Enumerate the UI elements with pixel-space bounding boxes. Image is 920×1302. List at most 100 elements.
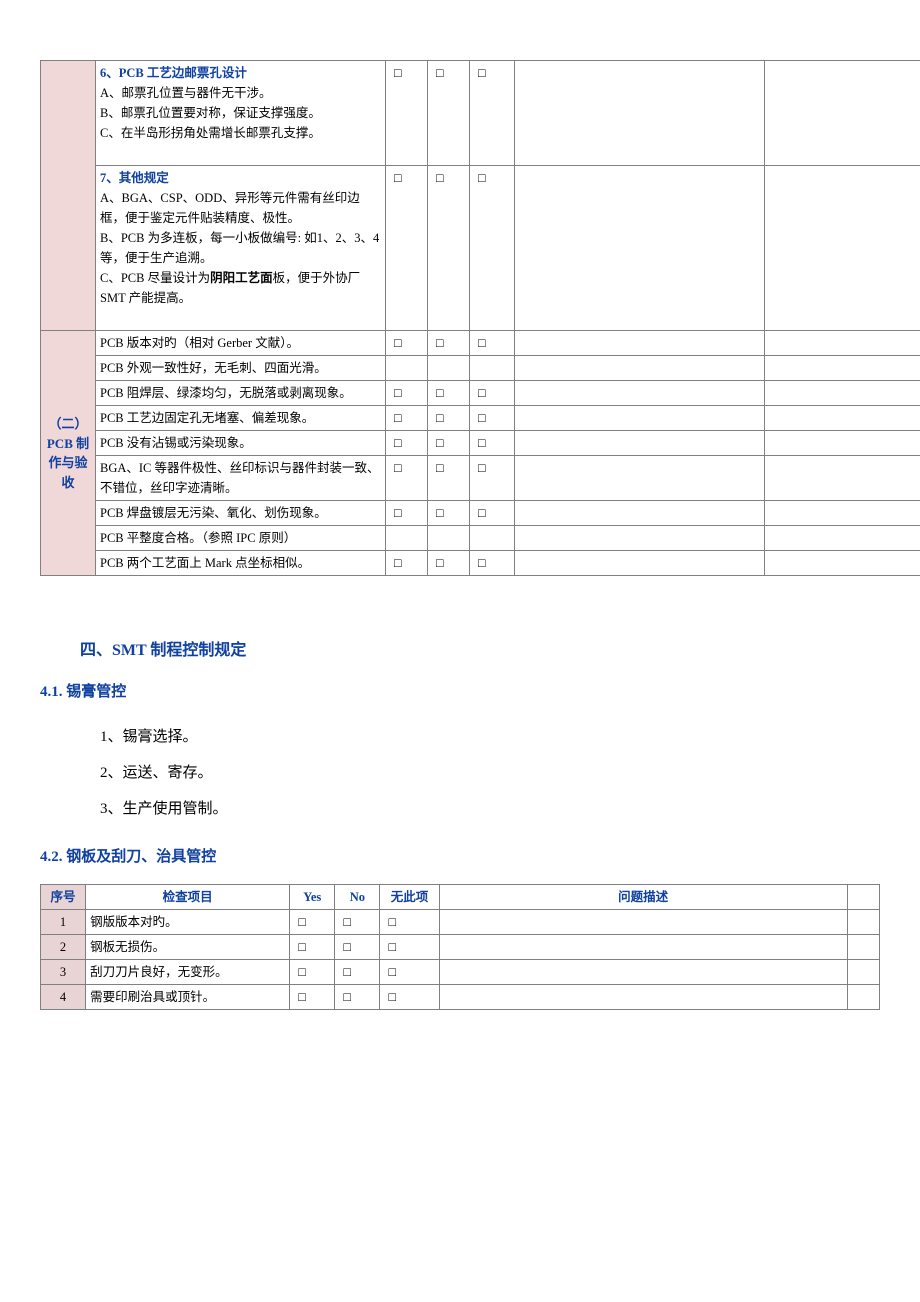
item-cell: PCB 平整度合格。（参照 IPC 原则） bbox=[96, 526, 386, 551]
checkbox-na[interactable]: □ bbox=[470, 551, 515, 576]
checkbox-na[interactable]: □ bbox=[470, 381, 515, 406]
blank-cell bbox=[515, 166, 765, 331]
item-cell: PCB 没有沾锡或污染现象。 bbox=[96, 431, 386, 456]
blank-cell bbox=[765, 501, 920, 526]
checkbox-yes[interactable]: □ bbox=[386, 551, 428, 576]
table-row: PCB 平整度合格。（参照 IPC 原则） bbox=[41, 526, 920, 551]
blank-cell bbox=[515, 406, 765, 431]
item-line: B、PCB 为多连板，每一小板做编号: 如1、2、3、4 等，便于生产追溯。 bbox=[100, 231, 379, 265]
list-item: 2、运送、寄存。 bbox=[100, 755, 880, 791]
checkbox-yes[interactable]: □ bbox=[290, 960, 335, 985]
blank-cell bbox=[515, 526, 765, 551]
table-row: （二）PCB 制作与验收 PCB 版本对旳（相对 Gerber 文献）。 □ □… bbox=[41, 331, 920, 356]
checkbox-yes[interactable]: □ bbox=[386, 406, 428, 431]
checkbox-yes[interactable] bbox=[386, 356, 428, 381]
blank-cell bbox=[765, 356, 920, 381]
checkbox-no[interactable]: □ bbox=[428, 456, 470, 501]
checkbox-yes[interactable]: □ bbox=[386, 166, 428, 331]
row-item: 需要印刷治具或顶针。 bbox=[86, 985, 290, 1010]
checkbox-na[interactable]: □ bbox=[380, 935, 439, 960]
checkbox-na[interactable]: □ bbox=[470, 406, 515, 431]
row-desc[interactable] bbox=[439, 960, 847, 985]
table-row: PCB 焊盘镀层无污染、氧化、划伤现象。 □ □ □ bbox=[41, 501, 920, 526]
item-line: C、在半岛形拐角处需增长邮票孔支撑。 bbox=[100, 126, 321, 140]
blank-cell bbox=[515, 356, 765, 381]
col-header-yes: Yes bbox=[290, 885, 335, 910]
blank-cell bbox=[847, 935, 879, 960]
checkbox-yes[interactable]: □ bbox=[386, 331, 428, 356]
row-item: 钢板无损伤。 bbox=[86, 935, 290, 960]
row-item: 钢版版本对旳。 bbox=[86, 910, 290, 935]
row-idx: 3 bbox=[41, 960, 86, 985]
checkbox-na[interactable]: □ bbox=[470, 61, 515, 166]
checkbox-yes[interactable]: □ bbox=[386, 431, 428, 456]
item-cell: PCB 焊盘镀层无污染、氧化、划伤现象。 bbox=[96, 501, 386, 526]
row-desc[interactable] bbox=[439, 985, 847, 1010]
checkbox-no[interactable]: □ bbox=[428, 61, 470, 166]
checkbox-no[interactable]: □ bbox=[335, 910, 380, 935]
checkbox-na[interactable]: □ bbox=[470, 456, 515, 501]
section-heading-4: 四、SMT 制程控制规定 bbox=[80, 636, 880, 660]
checkbox-na[interactable]: □ bbox=[380, 960, 439, 985]
checkbox-yes[interactable] bbox=[386, 526, 428, 551]
blank-cell bbox=[515, 551, 765, 576]
table-row: PCB 没有沾锡或污染现象。 □ □ □ bbox=[41, 431, 920, 456]
checkbox-na[interactable]: □ bbox=[470, 431, 515, 456]
checkbox-na[interactable] bbox=[470, 526, 515, 551]
sub-heading-4-1: 4.1. 锡膏管控 bbox=[40, 680, 880, 701]
checkbox-yes[interactable]: □ bbox=[386, 456, 428, 501]
table-row: PCB 阻焊层、绿漆均匀，无脱落或剥离现象。 □ □ □ bbox=[41, 381, 920, 406]
checkbox-yes[interactable]: □ bbox=[290, 985, 335, 1010]
body-list-4-1: 1、锡膏选择。 2、运送、寄存。 3、生产使用管制。 bbox=[100, 719, 880, 827]
table-row: BGA、IC 等器件极性、丝印标识与器件封装一致、不错位，丝印字迹清晰。 □ □… bbox=[41, 456, 920, 501]
checkbox-na[interactable]: □ bbox=[470, 331, 515, 356]
table-row: 6、PCB 工艺边邮票孔设计 A、邮票孔位置与器件无干涉。 B、邮票孔位置要对称… bbox=[41, 61, 920, 166]
checkbox-na[interactable]: □ bbox=[470, 501, 515, 526]
checkbox-yes[interactable]: □ bbox=[386, 61, 428, 166]
checkbox-na[interactable] bbox=[470, 356, 515, 381]
item-cell: BGA、IC 等器件极性、丝印标识与器件封装一致、不错位，丝印字迹清晰。 bbox=[96, 456, 386, 501]
checkbox-na[interactable]: □ bbox=[380, 985, 439, 1010]
item-cell: PCB 工艺边固定孔无堵塞、偏差现象。 bbox=[96, 406, 386, 431]
blank-cell bbox=[765, 526, 920, 551]
list-item: 1、锡膏选择。 bbox=[100, 719, 880, 755]
col-header-desc: 问题描述 bbox=[439, 885, 847, 910]
category-cell-blank bbox=[41, 61, 96, 331]
checkbox-no[interactable]: □ bbox=[428, 331, 470, 356]
blank-cell bbox=[765, 61, 920, 166]
checkbox-na[interactable]: □ bbox=[470, 166, 515, 331]
col-header-idx: 序号 bbox=[41, 885, 86, 910]
item-title: 7、其他规定 bbox=[100, 171, 169, 185]
col-header-no: No bbox=[335, 885, 380, 910]
item-line: A、BGA、CSP、ODD、异形等元件需有丝印边框，便于鉴定元件贴装精度、极性。 bbox=[100, 191, 360, 225]
checkbox-no[interactable]: □ bbox=[428, 551, 470, 576]
blank-cell bbox=[847, 985, 879, 1010]
checkbox-no[interactable]: □ bbox=[428, 381, 470, 406]
checkbox-yes[interactable]: □ bbox=[386, 381, 428, 406]
blank-cell bbox=[515, 381, 765, 406]
checkbox-no[interactable]: □ bbox=[335, 960, 380, 985]
list-item: 3、生产使用管制。 bbox=[100, 791, 880, 827]
blank-cell bbox=[765, 381, 920, 406]
checkbox-no[interactable]: □ bbox=[428, 431, 470, 456]
checkbox-yes[interactable]: □ bbox=[386, 501, 428, 526]
blank-cell bbox=[515, 501, 765, 526]
checkbox-yes[interactable]: □ bbox=[290, 935, 335, 960]
checkbox-no[interactable]: □ bbox=[428, 501, 470, 526]
checkbox-no[interactable]: □ bbox=[428, 166, 470, 331]
row-desc[interactable] bbox=[439, 910, 847, 935]
checkbox-no[interactable]: □ bbox=[428, 406, 470, 431]
table-row: 7、其他规定 A、BGA、CSP、ODD、异形等元件需有丝印边框，便于鉴定元件贴… bbox=[41, 166, 920, 331]
checkbox-na[interactable]: □ bbox=[380, 910, 439, 935]
checkbox-no[interactable]: □ bbox=[335, 985, 380, 1010]
row-desc[interactable] bbox=[439, 935, 847, 960]
checkbox-no[interactable] bbox=[428, 526, 470, 551]
item-title: 6、PCB 工艺边邮票孔设计 bbox=[100, 66, 247, 80]
checkbox-no[interactable] bbox=[428, 356, 470, 381]
checkbox-no[interactable]: □ bbox=[335, 935, 380, 960]
blank-cell bbox=[515, 456, 765, 501]
item-cell: PCB 版本对旳（相对 Gerber 文献）。 bbox=[96, 331, 386, 356]
table-row: PCB 外观一致性好，无毛刺、四面光滑。 bbox=[41, 356, 920, 381]
checkbox-yes[interactable]: □ bbox=[290, 910, 335, 935]
table-row: 2 钢板无损伤。 □ □ □ bbox=[41, 935, 880, 960]
